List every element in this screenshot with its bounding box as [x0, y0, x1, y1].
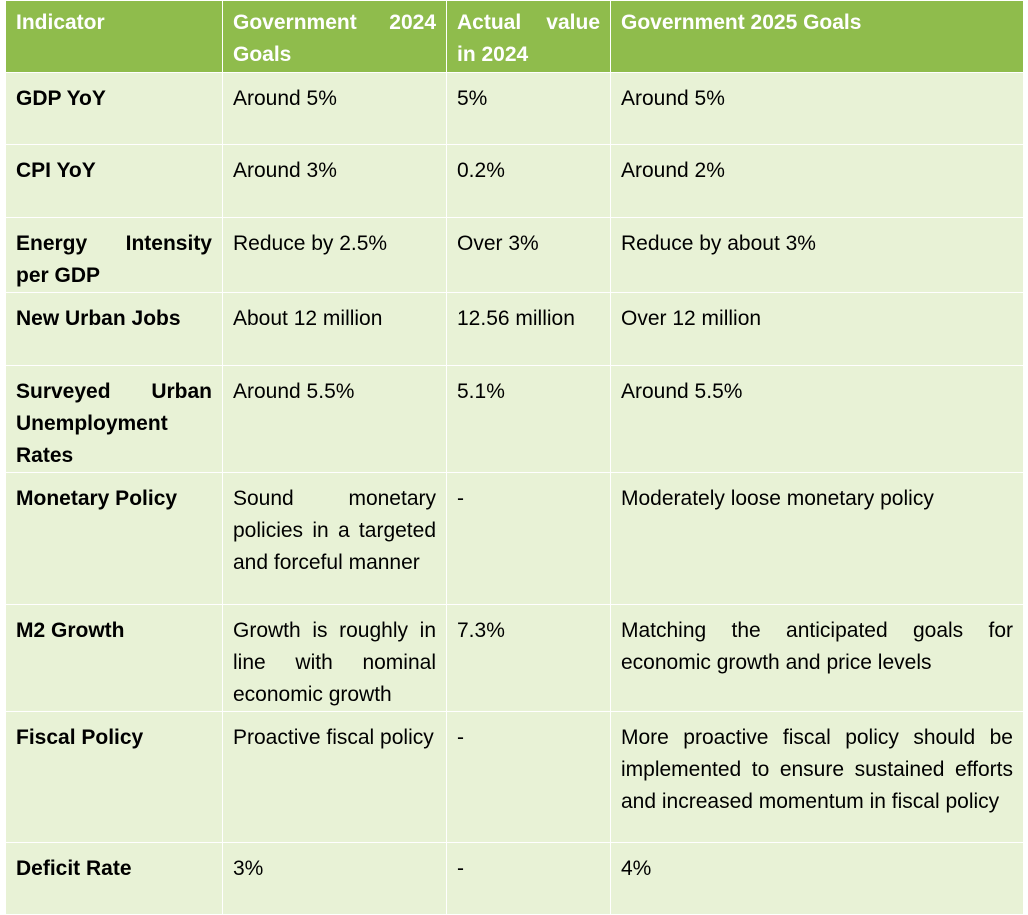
actual-2024-cell: 5%: [446, 72, 611, 145]
goal-2025-cell: 4%: [610, 842, 1024, 915]
goal-2025-cell: Moderately loose monetary policy: [610, 472, 1024, 605]
header-2024-goals: Government 2024 Goals: [222, 0, 447, 73]
goal-2024-cell: Sound monetary policies in a targeted an…: [222, 472, 447, 605]
table-row: M2 Growth Growth is roughly in line with…: [5, 604, 1024, 712]
indicator-cell: GDP YoY: [5, 72, 223, 145]
table-row: New Urban Jobs About 12 million 12.56 mi…: [5, 292, 1024, 366]
goal-2024-cell: Around 5%: [222, 72, 447, 145]
indicator-cell: CPI YoY: [5, 144, 223, 218]
table-row: Monetary Policy Sound monetary policies …: [5, 472, 1024, 605]
indicator-cell: Fiscal Policy: [5, 711, 223, 843]
indicator-cell: Deficit Rate: [5, 842, 223, 915]
actual-2024-cell: 7.3%: [446, 604, 611, 712]
goal-2025-cell: Over 12 million: [610, 292, 1024, 366]
goal-2024-cell: Growth is roughly in line with nominal e…: [222, 604, 447, 712]
goal-2025-cell: Around 5.5%: [610, 365, 1024, 473]
header-actual-2024: Actual value in 2024: [446, 0, 611, 73]
actual-2024-cell: -: [446, 842, 611, 915]
table-row: CPI YoY Around 3% 0.2% Around 2%: [5, 144, 1024, 218]
actual-2024-cell: 12.56 million: [446, 292, 611, 366]
actual-2024-cell: -: [446, 472, 611, 605]
indicator-cell: Energy Intensity per GDP: [5, 217, 223, 293]
goal-2024-cell: Reduce by 2.5%: [222, 217, 447, 293]
goal-2024-cell: About 12 million: [222, 292, 447, 366]
indicator-cell: New Urban Jobs: [5, 292, 223, 366]
actual-2024-cell: 0.2%: [446, 144, 611, 218]
table-row: Fiscal Policy Proactive fiscal policy - …: [5, 711, 1024, 843]
table-row: Deficit Rate 3% - 4%: [5, 842, 1024, 915]
header-row: Indicator Government 2024 Goals Actual v…: [5, 0, 1024, 73]
goal-2024-cell: Around 3%: [222, 144, 447, 218]
header-indicator: Indicator: [5, 0, 223, 73]
table-row: Surveyed Urban Unemployment Rates Around…: [5, 365, 1024, 473]
indicator-cell: Surveyed Urban Unemployment Rates: [5, 365, 223, 473]
goal-2025-cell: Matching the anticipated goals for econo…: [610, 604, 1024, 712]
table-row: Energy Intensity per GDP Reduce by 2.5% …: [5, 217, 1024, 293]
actual-2024-cell: Over 3%: [446, 217, 611, 293]
table-row: GDP YoY Around 5% 5% Around 5%: [5, 72, 1024, 145]
actual-2024-cell: -: [446, 711, 611, 843]
goal-2025-cell: Around 2%: [610, 144, 1024, 218]
goal-2025-cell: Around 5%: [610, 72, 1024, 145]
indicator-cell: M2 Growth: [5, 604, 223, 712]
goal-2025-cell: More proactive fiscal policy should be i…: [610, 711, 1024, 843]
goal-2024-cell: Around 5.5%: [222, 365, 447, 473]
header-2025-goals: Government 2025 Goals: [610, 0, 1024, 73]
indicator-cell: Monetary Policy: [5, 472, 223, 605]
goal-2024-cell: 3%: [222, 842, 447, 915]
goals-table: Indicator Government 2024 Goals Actual v…: [5, 0, 1024, 915]
goal-2025-cell: Reduce by about 3%: [610, 217, 1024, 293]
actual-2024-cell: 5.1%: [446, 365, 611, 473]
goal-2024-cell: Proactive fiscal policy: [222, 711, 447, 843]
